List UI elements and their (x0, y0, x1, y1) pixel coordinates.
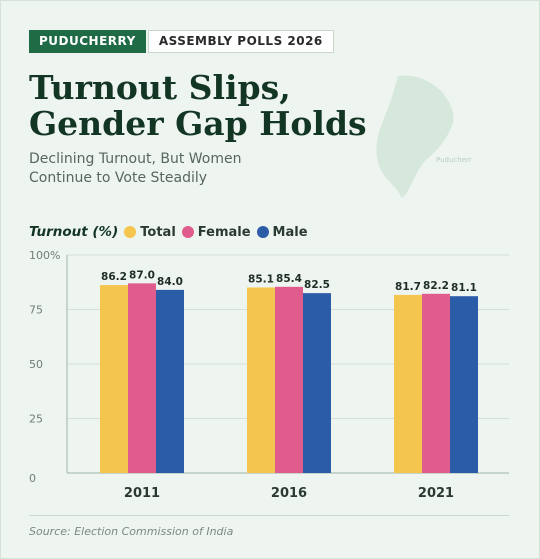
footer-divider (29, 515, 509, 516)
bar-female-2021 (422, 293, 450, 473)
legend-label-male: Male (272, 224, 308, 240)
legend-dot-female (181, 226, 194, 238)
data-label: 84.0 (157, 276, 183, 288)
x-tick-label: 2011 (124, 486, 160, 501)
data-label: 82.5 (304, 279, 330, 291)
legend-dot-male (256, 226, 269, 238)
data-label: 82.2 (423, 280, 449, 292)
legend-item-total: Total (124, 225, 176, 240)
x-tick-label: 2016 (271, 486, 307, 501)
source-note: Source: Election Commission of India (29, 525, 234, 538)
event-tag: ASSEMBLY POLLS 2026 (147, 30, 334, 53)
page-title: Turnout Slips, Gender Gap Holds (29, 70, 389, 142)
y-tick-label: 100% (29, 249, 60, 262)
data-label: 81.1 (451, 282, 477, 294)
bar-total-2016 (247, 287, 275, 473)
y-tick-label: 0 (29, 472, 36, 485)
bar-total-2021 (394, 294, 422, 473)
bar-female-2016 (275, 286, 303, 473)
puducherry-map-icon: Puducherr (376, 75, 472, 198)
data-label: 85.4 (276, 273, 302, 285)
title-line-2: Gender Gap Holds (29, 104, 367, 143)
legend-label-female: Female (197, 224, 251, 240)
data-label: 86.2 (101, 271, 127, 283)
y-tick-label: 75 (29, 304, 43, 317)
y-tick-label: 25 (29, 413, 43, 426)
bar-female-2011 (128, 283, 156, 473)
bar-male-2016 (303, 293, 331, 473)
tag-row: PUDUCHERRY ASSEMBLY POLLS 2026 (29, 30, 334, 53)
legend-dot-total (124, 226, 137, 238)
bar-total-2011 (100, 285, 128, 473)
x-tick-label: 2021 (418, 486, 454, 501)
y-tick-label: 50 (29, 358, 43, 371)
data-label: 85.1 (248, 273, 274, 285)
legend: Turnout (%) Total Female Male (29, 224, 308, 240)
legend-title: Turnout (%) (29, 224, 119, 240)
legend-item-female: Female (181, 224, 251, 240)
map-shape (376, 75, 454, 198)
data-label: 81.7 (395, 281, 421, 293)
state-tag: PUDUCHERRY (29, 30, 146, 53)
title-line-1: Turnout Slips, (29, 68, 291, 107)
map-label: Puducherr (436, 156, 472, 164)
legend-label-total: Total (140, 224, 176, 240)
bar-male-2021 (450, 296, 478, 473)
legend-item-male: Male (256, 224, 308, 240)
bar-male-2011 (156, 289, 184, 473)
data-label: 87.0 (129, 269, 155, 281)
turnout-bar-chart: 100% 75 50 25 0 86.2 87.084.0 2011 85.1 85.482.5 2… (29, 249, 509, 501)
subtitle: Declining Turnout, But Women Continue to… (29, 151, 242, 186)
